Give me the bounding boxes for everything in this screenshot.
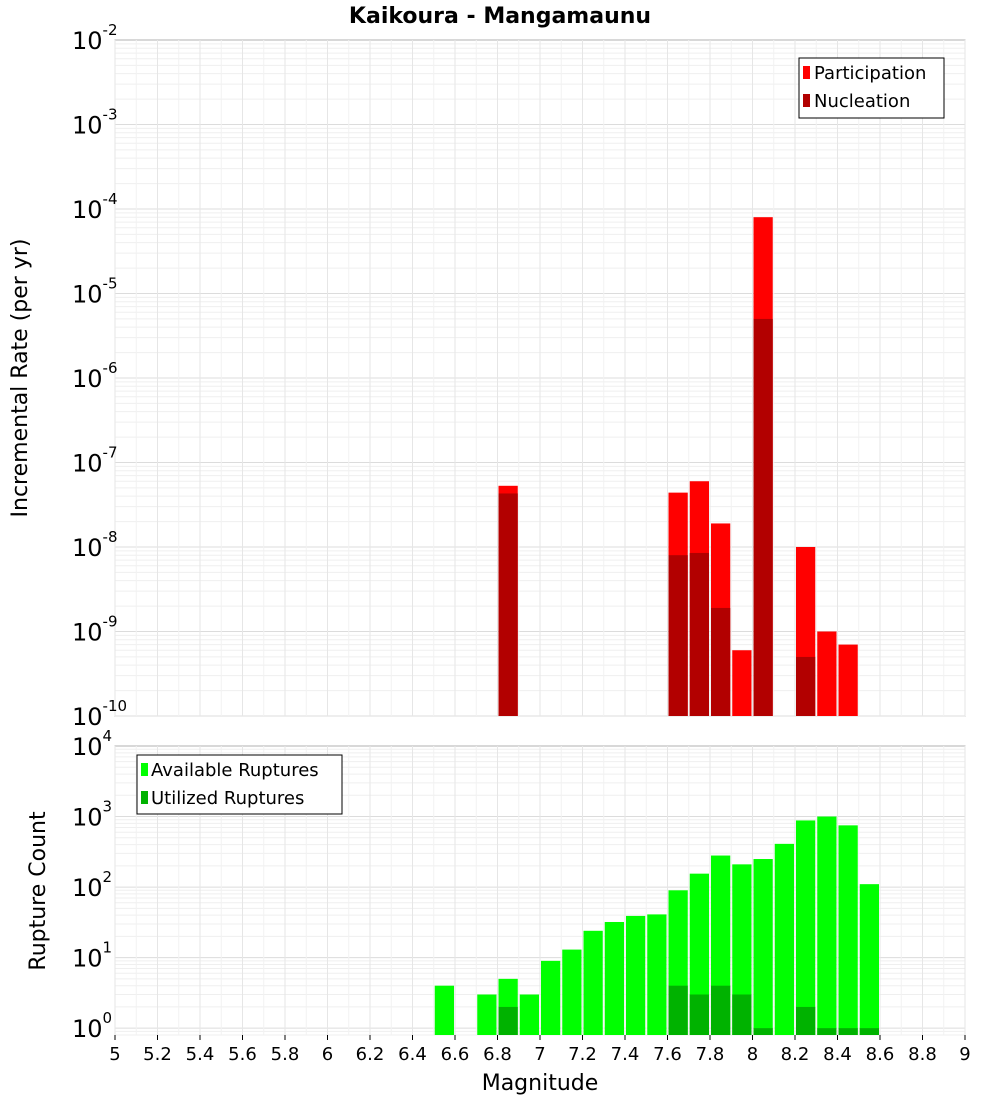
bar-nucleation bbox=[668, 555, 688, 716]
top-plot: 10-10 10-9 10-8 10-7 10-6 10-5 10-4 10-3 10-2 In… bbox=[8, 21, 966, 731]
bar-utilized bbox=[859, 1028, 879, 1035]
bar-available bbox=[434, 985, 454, 1035]
bar-available bbox=[859, 884, 879, 1035]
x-tick-label: 7 bbox=[534, 1044, 545, 1065]
bar-nucleation bbox=[753, 318, 773, 716]
bar-utilized bbox=[498, 1006, 518, 1035]
bar-available bbox=[519, 994, 539, 1035]
x-tick-label: 6.6 bbox=[441, 1044, 470, 1065]
legend-label-utilized: Utilized Ruptures bbox=[151, 788, 304, 809]
y-tick-label: 10-6 bbox=[72, 359, 118, 393]
x-tick-label: 8.6 bbox=[866, 1044, 895, 1065]
x-tick-label: 6.8 bbox=[483, 1044, 512, 1065]
bar-available bbox=[732, 864, 752, 1035]
legend-label-available: Available Ruptures bbox=[151, 760, 319, 781]
legend-label-nucleation: Nucleation bbox=[814, 91, 910, 112]
bar-utilized bbox=[689, 994, 709, 1035]
top-legend: Participation Nucleation bbox=[798, 57, 945, 119]
legend-swatch-nucleation bbox=[803, 94, 810, 107]
bottom-bars bbox=[434, 816, 879, 1035]
x-tick-label: 7.8 bbox=[696, 1044, 725, 1065]
top-y-axis-label: Incremental Rate (per yr) bbox=[8, 239, 33, 518]
bottom-plot: 100 101 102 103 104 Rupture Count Available … bbox=[26, 727, 971, 1096]
bottom-legend-box bbox=[136, 754, 343, 815]
legend-label-participation: Participation bbox=[814, 63, 926, 84]
legend-swatch-participation bbox=[803, 66, 810, 79]
x-tick-label: 5.8 bbox=[271, 1044, 300, 1065]
x-tick-label: 6.4 bbox=[398, 1044, 427, 1065]
bar-available bbox=[477, 994, 497, 1035]
x-tick-label: 5.2 bbox=[143, 1044, 172, 1065]
legend-swatch-utilized bbox=[141, 791, 148, 804]
bar-available bbox=[541, 960, 561, 1035]
bar-available bbox=[838, 825, 858, 1035]
bar-nucleation bbox=[711, 607, 731, 716]
legend-swatch-available bbox=[141, 763, 148, 776]
x-tick-label: 8.8 bbox=[908, 1044, 937, 1065]
y-tick-label: 10-5 bbox=[72, 275, 118, 309]
x-tick-label: 8 bbox=[747, 1044, 758, 1065]
y-tick-label: 10-4 bbox=[72, 190, 118, 224]
top-y-ticks: 10-10 10-9 10-8 10-7 10-6 10-5 10-4 10-3 10-2 bbox=[72, 21, 127, 731]
y-tick-label: 10-3 bbox=[72, 106, 118, 140]
bottom-y-axis-label: Rupture Count bbox=[26, 811, 51, 971]
top-legend-box bbox=[798, 57, 945, 119]
x-tick-label: 9 bbox=[959, 1044, 970, 1065]
x-tick-label: 5 bbox=[109, 1044, 120, 1065]
bottom-y-ticks: 100 101 102 103 104 bbox=[72, 727, 112, 1043]
y-tick-label: 10-9 bbox=[72, 613, 118, 647]
bar-available bbox=[774, 843, 794, 1035]
x-tick-label: 7.4 bbox=[611, 1044, 640, 1065]
y-tick-label: 10-2 bbox=[72, 21, 118, 55]
x-tick-label: 6.2 bbox=[356, 1044, 385, 1065]
bar-nucleation bbox=[796, 656, 816, 716]
bar-available bbox=[604, 921, 624, 1035]
bar-available bbox=[626, 915, 646, 1035]
bar-participation bbox=[732, 650, 752, 716]
bar-available bbox=[562, 949, 582, 1035]
y-tick-label: 10-7 bbox=[72, 444, 118, 478]
bar-utilized bbox=[838, 1028, 858, 1035]
bar-available bbox=[796, 820, 816, 1035]
y-tick-label: 104 bbox=[72, 727, 112, 761]
x-tick-label: 7.6 bbox=[653, 1044, 682, 1065]
bar-available bbox=[753, 859, 773, 1035]
x-tick-label: 8.4 bbox=[823, 1044, 852, 1065]
top-bars bbox=[498, 217, 858, 716]
bar-available bbox=[583, 930, 603, 1035]
bottom-legend: Available Ruptures Utilized Ruptures bbox=[136, 754, 343, 815]
bar-nucleation bbox=[498, 493, 518, 716]
y-tick-label: 100 bbox=[72, 1009, 112, 1043]
bar-available bbox=[817, 816, 837, 1035]
x-tick-label: 5.4 bbox=[186, 1044, 215, 1065]
bar-utilized bbox=[796, 1006, 816, 1035]
bar-utilized bbox=[668, 985, 688, 1035]
y-tick-label: 102 bbox=[72, 868, 112, 902]
bar-utilized bbox=[732, 994, 752, 1035]
y-tick-label: 101 bbox=[72, 939, 112, 973]
bar-participation bbox=[838, 644, 858, 716]
y-tick-label: 10-10 bbox=[72, 697, 127, 731]
x-tick-label: 5.6 bbox=[228, 1044, 257, 1065]
bar-nucleation bbox=[689, 552, 709, 716]
bar-utilized bbox=[711, 985, 731, 1035]
y-tick-label: 103 bbox=[72, 798, 112, 832]
x-axis-label: Magnitude bbox=[482, 1071, 599, 1096]
x-tick-label: 7.2 bbox=[568, 1044, 597, 1065]
x-tick-label: 8.2 bbox=[781, 1044, 810, 1065]
x-ticks: 5 5.2 5.4 5.6 5.8 6 6.2 6.4 6.6 6.8 7 7.2 7.4 7.6 7.8 8… bbox=[109, 1035, 971, 1065]
y-tick-label: 10-8 bbox=[72, 528, 118, 562]
chart-title: Kaikoura - Mangamaunu bbox=[349, 4, 651, 29]
bar-participation bbox=[817, 631, 837, 716]
bar-utilized bbox=[753, 1028, 773, 1035]
x-tick-label: 6 bbox=[322, 1044, 333, 1065]
bar-available bbox=[647, 914, 667, 1035]
top-gridlines bbox=[114, 40, 966, 717]
bar-utilized bbox=[817, 1028, 837, 1035]
